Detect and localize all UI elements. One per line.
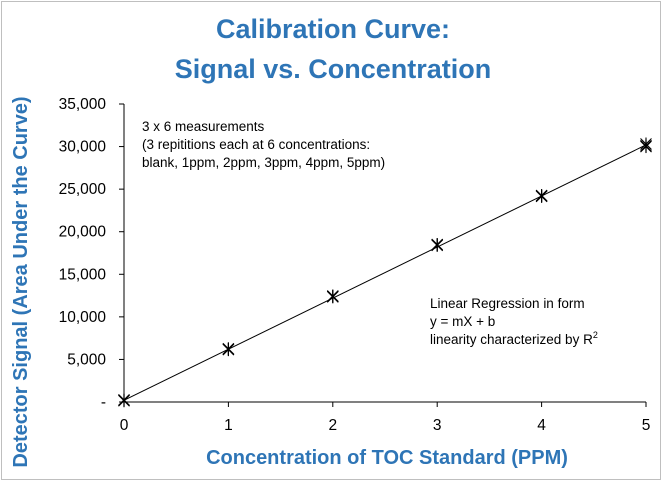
data-point	[431, 237, 444, 251]
annotation-regression-superscript: 2	[593, 330, 598, 340]
annotation-regression-line-2: y = mX + b	[430, 314, 495, 329]
plot-area: - 5,000 10,000 15,000 20,000 25,000 30,000 35,0…	[59, 96, 652, 434]
annotation-regression: Linear Regression in form y = mX + b lin…	[430, 296, 598, 347]
x-tick-label: 1	[224, 417, 233, 434]
y-tick-label: 30,000	[59, 139, 107, 156]
x-tick-label: 5	[642, 417, 651, 434]
y-tick-label: 15,000	[59, 266, 107, 283]
annotation-regression-line-3-text: linearity characterized by R	[430, 332, 593, 347]
data-point	[326, 289, 339, 303]
data-point	[640, 137, 652, 151]
y-tick-label: 5,000	[67, 351, 106, 368]
y-tick-label: 20,000	[59, 224, 107, 241]
chart-title-line-1: Calibration Curve:	[216, 14, 450, 44]
x-axis-title: Concentration of TOC Standard (PPM)	[206, 447, 568, 469]
y-axis-title: Detector Signal (Area Under the Curve)	[10, 96, 32, 467]
annotation-measurements-line-1: 3 x 6 measurements	[142, 119, 265, 134]
data-point	[535, 189, 548, 203]
annotation-measurements-line-2: (3 repititions each at 6 concentrations:	[142, 137, 370, 152]
annotation-regression-line-1: Linear Regression in form	[430, 296, 585, 311]
y-tick-label: 25,000	[59, 181, 107, 198]
regression-line	[123, 144, 647, 401]
data-point	[118, 393, 130, 407]
data-point	[222, 342, 235, 356]
x-tick-label: 0	[120, 417, 129, 434]
annotation-measurements-line-3: blank, 1ppm, 2ppm, 3ppm, 4ppm, 5ppm)	[142, 155, 385, 170]
annotation-measurements: 3 x 6 measurements (3 repititions each a…	[142, 119, 385, 170]
x-tick-label: 3	[433, 417, 442, 434]
chart-title-line-2: Signal vs. Concentration	[175, 54, 492, 84]
y-tick-label: 35,000	[59, 96, 107, 113]
y-tick-label: -	[101, 394, 106, 411]
x-tick-label: 2	[328, 417, 337, 434]
annotation-regression-line-3: linearity characterized by R2	[430, 330, 598, 347]
x-tick-label: 4	[537, 417, 546, 434]
y-tick-label: 10,000	[59, 309, 107, 326]
